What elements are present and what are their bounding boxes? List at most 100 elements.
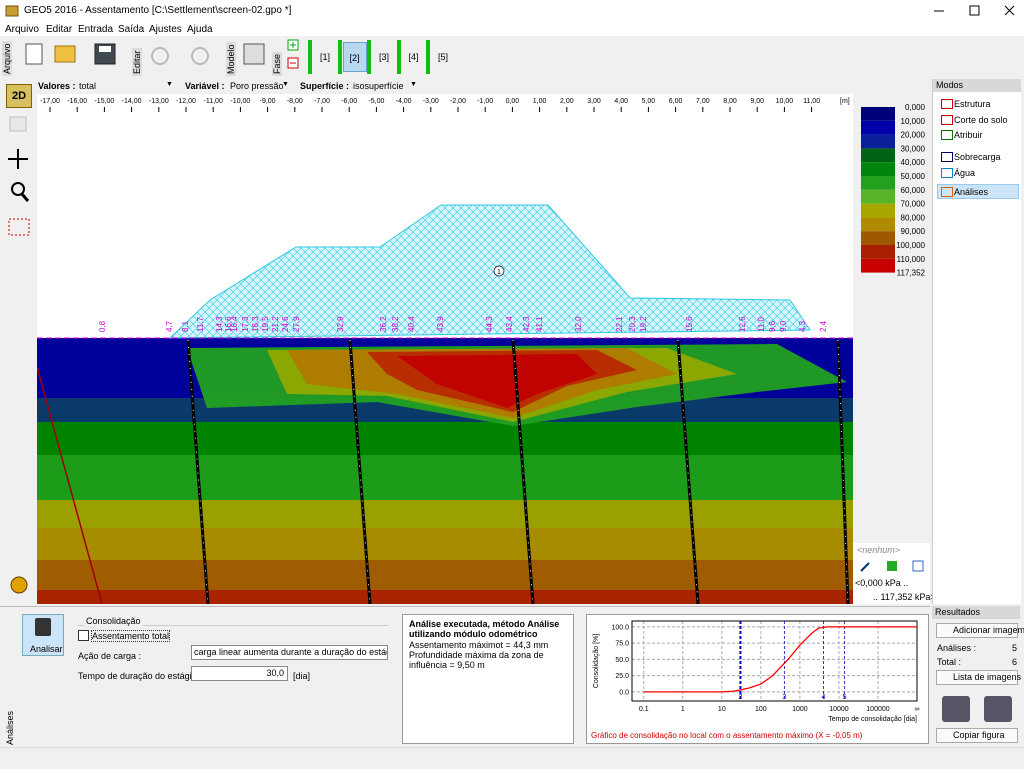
stage-bar [367, 40, 371, 74]
ruler-label: -15,00 [94, 98, 114, 105]
settlement-label: 9,0 [779, 320, 788, 332]
settlement-label: 16,6 [224, 316, 233, 332]
stage-button[interactable]: [1] [319, 52, 330, 62]
view-dropdown[interactable]: total [79, 81, 97, 91]
ruler-label: -5,00 [368, 98, 384, 105]
cross-section: 0,8 4,7 8,1 11,7 14,3 16,616,4 17,3 18,3 19,5 21,… [37, 112, 853, 604]
view-2d-button[interactable]: 2D [6, 84, 32, 108]
legend-label: 100,000 [896, 241, 925, 250]
x-tick-label: 1000 [792, 706, 808, 713]
window-controls[interactable] [920, 0, 1024, 22]
view-dropdown[interactable]: isosuperfície [353, 81, 404, 91]
toolbar-group-label: Fase [272, 51, 282, 76]
title-bar: GEO5 2016 - Assentamento [C:\Settlement\… [0, 0, 1024, 22]
tool-icons[interactable] [0, 109, 37, 609]
stage-button[interactable]: [3] [378, 52, 389, 62]
x-axis-label: Tempo de consolidação [dia] [828, 716, 917, 723]
consolidation-curve [643, 626, 917, 693]
print-button[interactable] [942, 696, 970, 722]
x-tick-label: 0.1 [639, 706, 649, 713]
soil-layer [37, 590, 853, 604]
ruler-label: -9,00 [260, 98, 276, 105]
x-tick-label: 1 [681, 706, 685, 713]
legend-band [861, 245, 895, 259]
soil-layer [37, 528, 853, 560]
legend-band [861, 107, 895, 121]
legend-icons[interactable] [859, 559, 929, 573]
settlement-label: 19,2 [639, 316, 648, 332]
panel-header: Modos [933, 79, 1021, 92]
legend-band [861, 231, 895, 245]
chart-caption: Gráfico de consolidação no local com o a… [591, 731, 863, 740]
settlement-label: 11,0 [757, 316, 766, 332]
settlement-label: 15,6 [685, 316, 694, 332]
mode-icon [941, 187, 953, 197]
menu-item[interactable]: Ajustes [149, 24, 182, 35]
stage-button[interactable]: [5] [437, 52, 448, 62]
borehole [836, 339, 850, 604]
view-label: Superfície : [300, 81, 350, 91]
total-label: Total : [937, 657, 962, 667]
mode-item[interactable]: Análises [954, 187, 989, 197]
settlement-label: 18,3 [251, 316, 260, 332]
dropdown-arrow: ▼ [410, 81, 417, 88]
ruler-label: 9,00 [750, 98, 764, 105]
dropdown-arrow: ▼ [166, 81, 173, 88]
print-button[interactable] [984, 696, 1012, 722]
checkbox[interactable] [78, 630, 89, 641]
x-tick-label: 10 [718, 706, 726, 713]
mode-item[interactable]: Estrutura [954, 99, 991, 109]
legend-band [861, 148, 895, 163]
modes-panel: Modos Estrutura Corte do solo Atribuir Sobre… [932, 79, 1021, 604]
view-dropdown[interactable]: Poro pressão [230, 81, 284, 91]
toolbar-icons[interactable] [0, 36, 300, 78]
image-list-button[interactable]: Lista de imagens [936, 670, 1021, 685]
legend-band [861, 134, 895, 149]
settlement-label: 27,9 [292, 316, 301, 332]
stage-button[interactable]: [4] [408, 52, 419, 62]
stage-bar [308, 40, 312, 74]
mode-item[interactable]: Sobrecarga [954, 152, 1001, 162]
analyses-label: Análises : [937, 643, 977, 653]
duration-input[interactable]: 30,0 [191, 666, 288, 681]
load-select[interactable]: carga linear aumenta durante a duração d… [191, 645, 388, 660]
legend-band [861, 203, 895, 218]
stage-marker-label: 5 [843, 694, 847, 701]
ruler-label: 1,00 [533, 98, 547, 105]
settlement-label: 42,3 [522, 316, 531, 332]
y-tick-label: 100.0 [611, 624, 629, 631]
mode-item[interactable]: Água [954, 168, 976, 178]
toolbar-group-label: Editar [132, 48, 142, 76]
menu-item[interactable]: Editar [46, 24, 73, 35]
ruler-label: -7,00 [314, 98, 330, 105]
embankment [168, 204, 811, 339]
menu-item[interactable]: Arquivo [5, 24, 39, 35]
ruler-label: 6,00 [669, 98, 683, 105]
mode-item[interactable]: Corte do solo [954, 115, 1008, 125]
legend-band [861, 258, 895, 273]
consolidation-chart: 0.0 25.0 50.0 75.0 100.0 0.1 1 10 100 1000 10000 10… [591, 620, 920, 740]
left-tools: 2D [0, 79, 37, 604]
message-heading: Análise executada, método Análise utiliz… [409, 619, 560, 639]
legend-selection[interactable]: <nenhum> [857, 545, 901, 555]
menu-item[interactable]: Ajuda [187, 24, 213, 35]
legend-band [861, 120, 895, 135]
stage-button[interactable]: [2] [342, 42, 367, 72]
settlement-label: 19,5 [261, 316, 270, 332]
add-image-button[interactable]: Adicionar imagem [936, 623, 1024, 638]
analyze-label: Analisar [30, 644, 63, 654]
stress-zone [397, 354, 597, 408]
settlement-label: 16,4 [230, 316, 239, 332]
mode-icon [941, 99, 953, 109]
mode-item[interactable]: Atribuir [954, 130, 983, 140]
ruler-unit: [m] [840, 98, 850, 105]
ruler: -17,00 -16,00 -15,00 -14,00 -13,00 -12,00 -11,… [37, 94, 853, 112]
settlement-label: 2,4 [819, 320, 828, 332]
stage-marker-label: 2 [738, 694, 742, 701]
ruler-label: 4,00 [614, 98, 628, 105]
ruler-label: -2,00 [450, 98, 466, 105]
copy-button[interactable]: Copiar figura [936, 728, 1018, 743]
legend-max: .. 117,352 kPa> [873, 592, 936, 602]
menu-item[interactable]: Saída [118, 24, 145, 35]
menu-item[interactable]: Entrada [78, 24, 114, 35]
